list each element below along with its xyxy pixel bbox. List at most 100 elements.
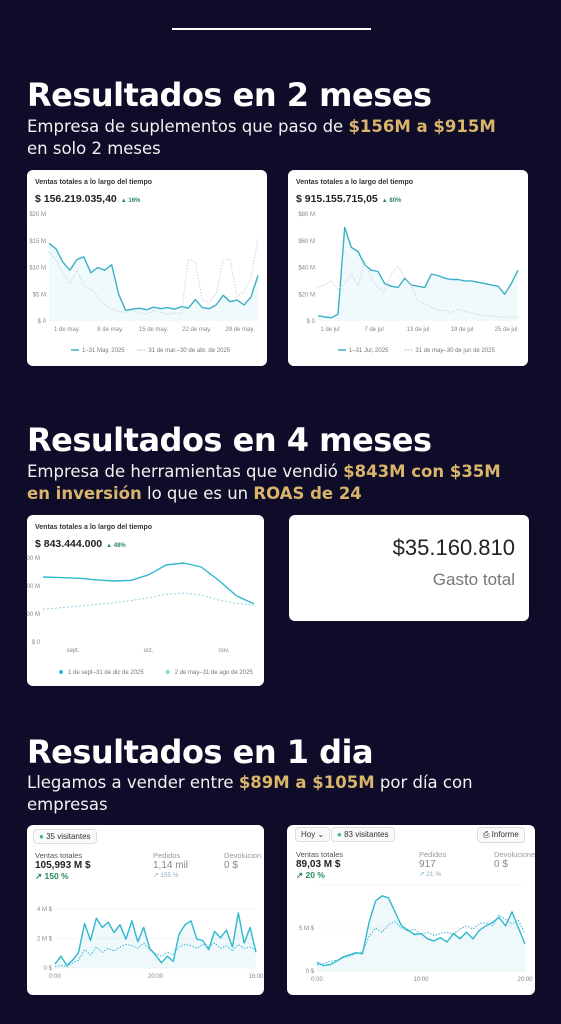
series-line-current	[48, 242, 259, 311]
daily-sales-card-2: Hoy ⌄ ● 83 visitantes ⎙ Informe Ventas t…	[287, 825, 535, 995]
stat-label: Devolucion	[224, 851, 262, 860]
sales-line-chart: $300 M $200 M $100 M $ 0 sept. oct. nov. 1 de s…	[27, 556, 255, 676]
chart-total-value: $ 156.219.035,40 ▲ 16%	[35, 193, 140, 205]
section-heading-4-months: Resultados en 4 meses	[27, 421, 432, 459]
stat-label: Ventas totales	[35, 851, 83, 860]
stat-value: 917	[419, 859, 436, 870]
subtitle-text: lo que es un	[141, 484, 254, 503]
live-dot-icon: ●	[39, 832, 44, 841]
series-line-current	[317, 226, 519, 319]
orders-stat[interactable]: Pedidos 1,14 mil ↗ 155 %	[153, 851, 188, 879]
report-button[interactable]: ⎙ Informe	[477, 827, 525, 843]
subtitle-highlight: $89M a $105M	[238, 773, 375, 792]
y-tick-label: $300 M	[27, 556, 40, 562]
y-tick-label: $40 M	[298, 266, 315, 272]
x-tick-label: 22 de may.	[182, 327, 212, 333]
growth-badge: ▲ 48%	[106, 543, 126, 549]
top-divider	[172, 28, 371, 30]
sales-chart-card-4-months: Ventas totales a lo largo del tiempo $ 8…	[27, 515, 264, 686]
x-tick-label: 20:00	[148, 974, 164, 980]
subtitle-text: por día con	[374, 773, 473, 792]
section-subtitle-2-months: Empresa de suplementos que paso de $156M…	[27, 116, 537, 160]
subtitle-highlight: en inversión	[27, 484, 142, 503]
x-tick-label: 19 de jul	[451, 327, 474, 333]
total-sales-stat[interactable]: Ventas totales 89,03 M $ ↗ 20 %	[296, 850, 343, 881]
y-tick-label: $ 0	[307, 319, 316, 325]
total-spend-amount: $35.160.810	[392, 535, 515, 560]
stat-value: 0 $	[494, 859, 508, 870]
report-label: Informe	[491, 830, 519, 839]
series-line-current	[42, 562, 255, 605]
y-tick-label: 5 M $	[299, 926, 315, 932]
subtitle-text: Empresa de suplementos que paso de	[27, 117, 349, 136]
section-heading-1-day: Resultados en 1 dia	[27, 733, 374, 771]
stat-label: Pedidos	[419, 850, 447, 859]
x-tick-label: 10:00	[413, 977, 429, 983]
stat-value: 0 $	[224, 860, 238, 871]
x-tick-label: 1 de jul	[320, 327, 339, 333]
stat-value: 89,03 M $	[296, 859, 341, 870]
series-area	[318, 227, 518, 321]
period-select[interactable]: Hoy ⌄	[295, 827, 331, 842]
x-tick-label: nov.	[219, 648, 230, 654]
live-dot-icon: ●	[337, 830, 342, 839]
subtitle-highlight: $156M a $915M	[348, 117, 496, 136]
visitors-count: 83 visitantes	[344, 830, 389, 839]
total-sales-stat[interactable]: Ventas totales 105,993 M $ ↗ 150 %	[35, 851, 91, 882]
report-icon: ⎙	[483, 830, 490, 839]
y-tick-label: $ 0	[32, 640, 41, 646]
y-tick-label: $20 M	[29, 212, 46, 218]
x-tick-label: oct.	[144, 648, 154, 654]
chart-title: Ventas totales a lo largo del tiempo	[35, 524, 153, 531]
visitors-pill[interactable]: ● 83 visitantes	[331, 827, 395, 842]
visitors-pill[interactable]: ● 35 visitantes	[33, 829, 97, 844]
chart-title: Ventas totales a lo largo del tiempo	[296, 179, 414, 186]
legend-label: 1–31 May, 2025	[82, 348, 125, 354]
stat-label: Ventas totales	[296, 850, 344, 859]
hourly-sales-chart: 4 M $ 2 M $ 0 $ 0:00 20:00 16:00	[37, 907, 264, 980]
x-tick-label: 8 de may.	[97, 327, 123, 333]
series-line-previous	[48, 238, 259, 316]
x-tick-label: 15 de may.	[139, 327, 169, 333]
x-tick-label: sept.	[66, 648, 79, 654]
y-tick-label: 2 M $	[37, 937, 53, 943]
legend-label: 2 de may–31 de ago de 2025	[175, 670, 254, 676]
series-line-previous	[316, 914, 526, 966]
chart-total-value: $ 915.155.715,05 ▲ 80%	[296, 193, 401, 205]
returns-stat[interactable]: Devolucione 0 $	[494, 850, 535, 870]
x-tick-label: 0:00	[311, 977, 323, 983]
series-line-current	[54, 912, 257, 967]
section-subtitle-4-months: Empresa de herramientas que vendió $843M…	[27, 461, 547, 505]
subtitle-text: Llegamos a vender entre	[27, 773, 239, 792]
y-tick-label: 4 M $	[37, 907, 53, 913]
total-value: $ 915.155.715,05	[296, 193, 378, 205]
subtitle-highlight: ROAS de 24	[253, 484, 362, 503]
stat-change: ↗ 155 %	[153, 872, 179, 879]
y-tick-label: $20 M	[298, 292, 315, 298]
chart-total-value: $ 843.444.000 ▲ 48%	[35, 538, 126, 550]
series-area	[55, 912, 256, 968]
y-tick-label: $10 M	[29, 266, 46, 272]
section-subtitle-1-day: Llegamos a vender entre $89M a $105M por…	[27, 772, 537, 816]
x-tick-label: 20:00	[517, 977, 533, 983]
x-tick-label: 13 de jul	[407, 327, 430, 333]
legend-label: 1–31 Jul, 2025	[349, 348, 389, 354]
legend-label: 31 de mar.–30 de abr. de 2025	[148, 348, 230, 354]
chart-title: Ventas totales a lo largo del tiempo	[35, 179, 153, 186]
stat-label: Pedidos	[153, 851, 181, 860]
sales-line-chart: $80 M $60 M $40 M $20 M $ 0 1 de jul 7 de jul 1…	[298, 212, 519, 354]
stat-value: 1,14 mil	[153, 860, 189, 871]
subtitle-text: en solo 2 meses	[27, 139, 161, 158]
orders-stat[interactable]: Pedidos 917 ↗ 21 %	[419, 850, 446, 878]
x-tick-label: 0:00	[49, 974, 61, 980]
returns-stat[interactable]: Devolucion 0 $	[224, 851, 261, 871]
series-line-previous	[42, 592, 255, 610]
x-tick-label: 7 de jul	[364, 327, 383, 333]
subtitle-text: empresas	[27, 795, 108, 814]
y-tick-label: $60 M	[298, 239, 315, 245]
growth-badge: ▲ 80%	[381, 198, 402, 204]
stat-change: ↗ 21 %	[419, 871, 442, 878]
y-tick-label: $5 M	[33, 292, 46, 298]
y-tick-label: 0 $	[44, 966, 53, 972]
series-line-previous	[317, 260, 518, 318]
